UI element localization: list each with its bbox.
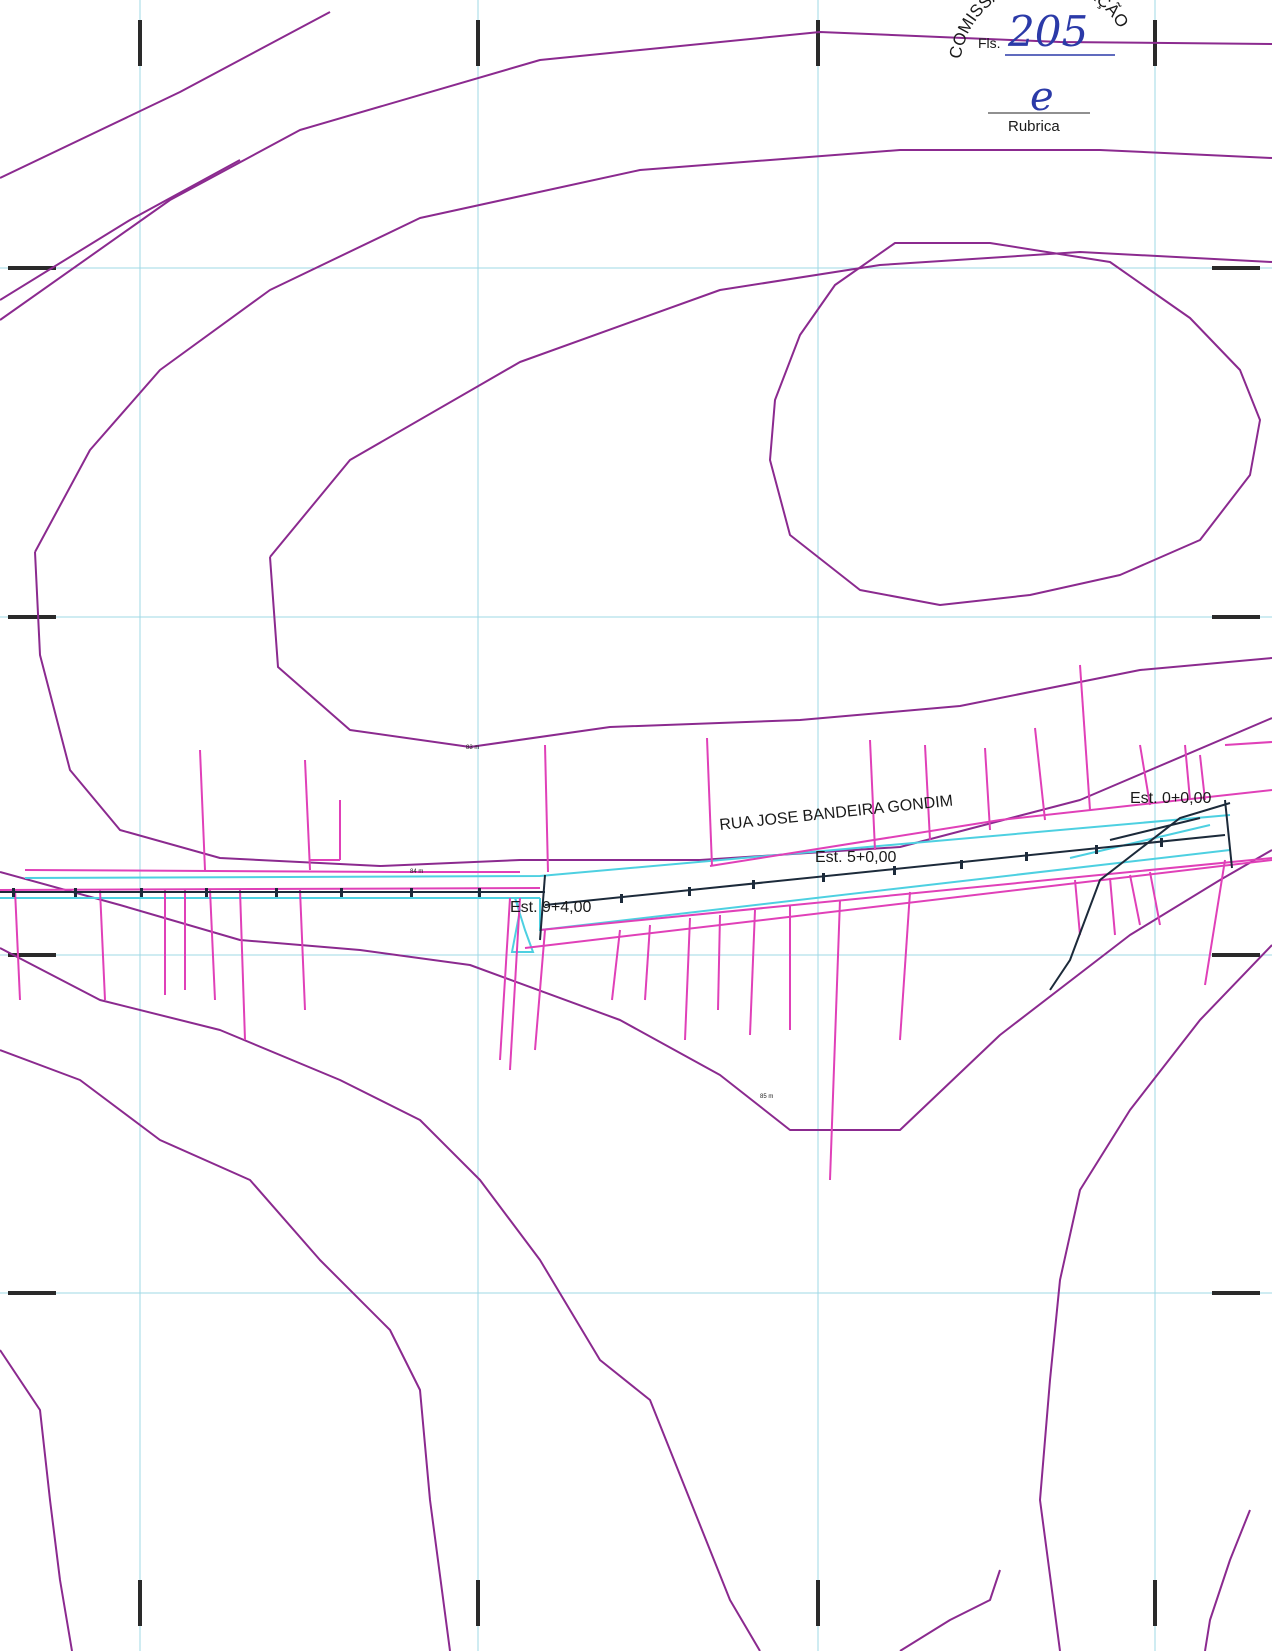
contour-line — [0, 1349, 73, 1651]
station-label-end: Est. 9+4,00 — [510, 899, 591, 916]
contour-line — [0, 947, 761, 1651]
contour-line — [0, 159, 241, 301]
station-ticks — [12, 838, 1163, 903]
lot-lines — [0, 664, 1272, 1181]
contour-line — [269, 556, 1272, 748]
contour-line — [0, 849, 1272, 1131]
rubrica-label: Rubrica — [1008, 118, 1060, 135]
contour-line — [0, 31, 1272, 321]
contour-line — [769, 242, 1261, 606]
contour-line — [34, 551, 1272, 867]
road-axis — [0, 799, 1233, 991]
station-label-start: Est. 0+0,00 — [1130, 790, 1211, 807]
contour-lines — [0, 11, 1272, 1651]
contour-label: 85 m — [760, 1094, 773, 1100]
contour-line — [1039, 944, 1272, 1651]
contour-label: 83 m — [466, 745, 479, 751]
contour-line — [899, 1569, 1001, 1651]
street-name-label: RUA JOSE BANDEIRA GONDIM — [719, 793, 954, 834]
document-stamp: COMISSÃO DE LICITAÇÃO Fls. 205 e Rubrica — [946, 0, 1133, 135]
page-number: 205 — [1007, 7, 1088, 56]
contour-line — [1204, 1509, 1251, 1651]
contour-line — [34, 149, 1272, 553]
fls-label: Fls. — [978, 35, 1001, 51]
contour-line — [269, 251, 1272, 558]
contour-line — [0, 11, 331, 179]
rubrica-initial: e — [1030, 74, 1054, 120]
station-label-mid: Est. 5+0,00 — [815, 849, 896, 866]
contour-label: 84 m — [410, 869, 423, 875]
grid-coordinate-marks — [8, 20, 1260, 1626]
contour-line — [0, 1049, 451, 1651]
